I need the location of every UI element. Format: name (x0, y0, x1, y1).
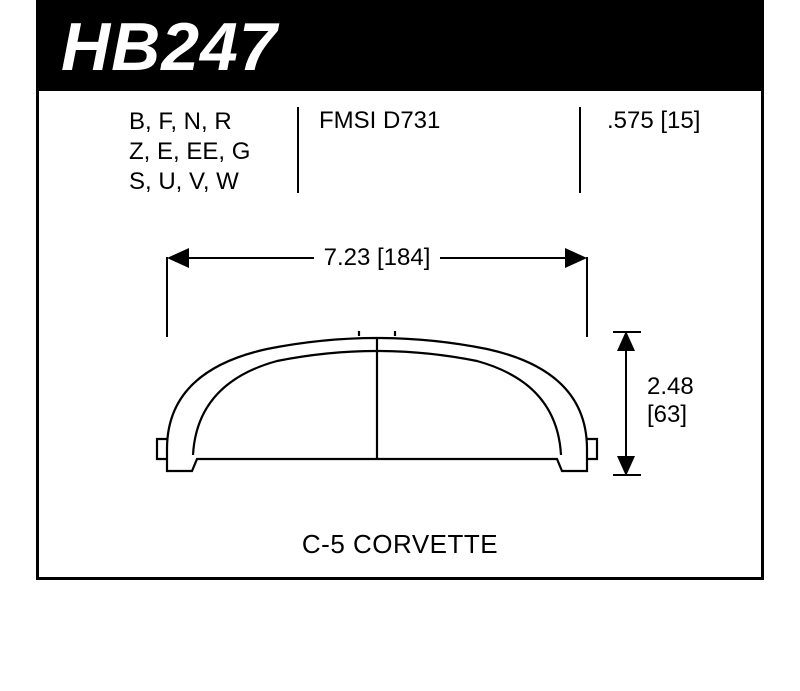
arrow-down-icon (617, 456, 635, 476)
arrow-up-icon (617, 331, 635, 351)
width-inches: 7.23 (324, 244, 371, 271)
height-dimension: 2.48 [63] (613, 331, 743, 476)
height-label: 2.48 [63] (647, 373, 694, 429)
compound-line-2: Z, E, EE, G (129, 137, 250, 167)
dimension-line (189, 257, 314, 259)
compound-codes: B, F, N, R Z, E, EE, G S, U, V, W (129, 107, 250, 197)
height-inches: 2.48 (647, 373, 694, 401)
spec-card: HB247 B, F, N, R Z, E, EE, G S, U, V, W … (36, 0, 764, 580)
compound-line-1: B, F, N, R (129, 107, 250, 137)
width-label: 7.23 [184] (314, 244, 441, 272)
thickness-value: .575 [15] (607, 107, 700, 135)
arrow-left-icon (167, 248, 189, 268)
height-mm: [63] (647, 401, 694, 429)
part-number: HB247 (61, 8, 278, 86)
dimension-line (440, 257, 565, 259)
thickness-inches: .575 (607, 107, 654, 134)
brake-pad-outline (147, 331, 607, 481)
spec-divider (297, 107, 299, 193)
width-mm: [184] (377, 244, 430, 271)
compound-line-3: S, U, V, W (129, 167, 250, 197)
arrow-right-icon (565, 248, 587, 268)
header-bar: HB247 (39, 3, 761, 91)
spec-divider (579, 107, 581, 193)
fmsi-code: FMSI D731 (319, 107, 440, 135)
width-dimension: 7.23 [184] (167, 243, 587, 273)
application-name: C-5 CORVETTE (39, 529, 761, 560)
spec-row: B, F, N, R Z, E, EE, G S, U, V, W FMSI D… (39, 101, 761, 196)
diagram-area: 7.23 [184] (39, 213, 761, 573)
dimension-line (625, 331, 627, 476)
thickness-mm: [15] (660, 107, 700, 134)
